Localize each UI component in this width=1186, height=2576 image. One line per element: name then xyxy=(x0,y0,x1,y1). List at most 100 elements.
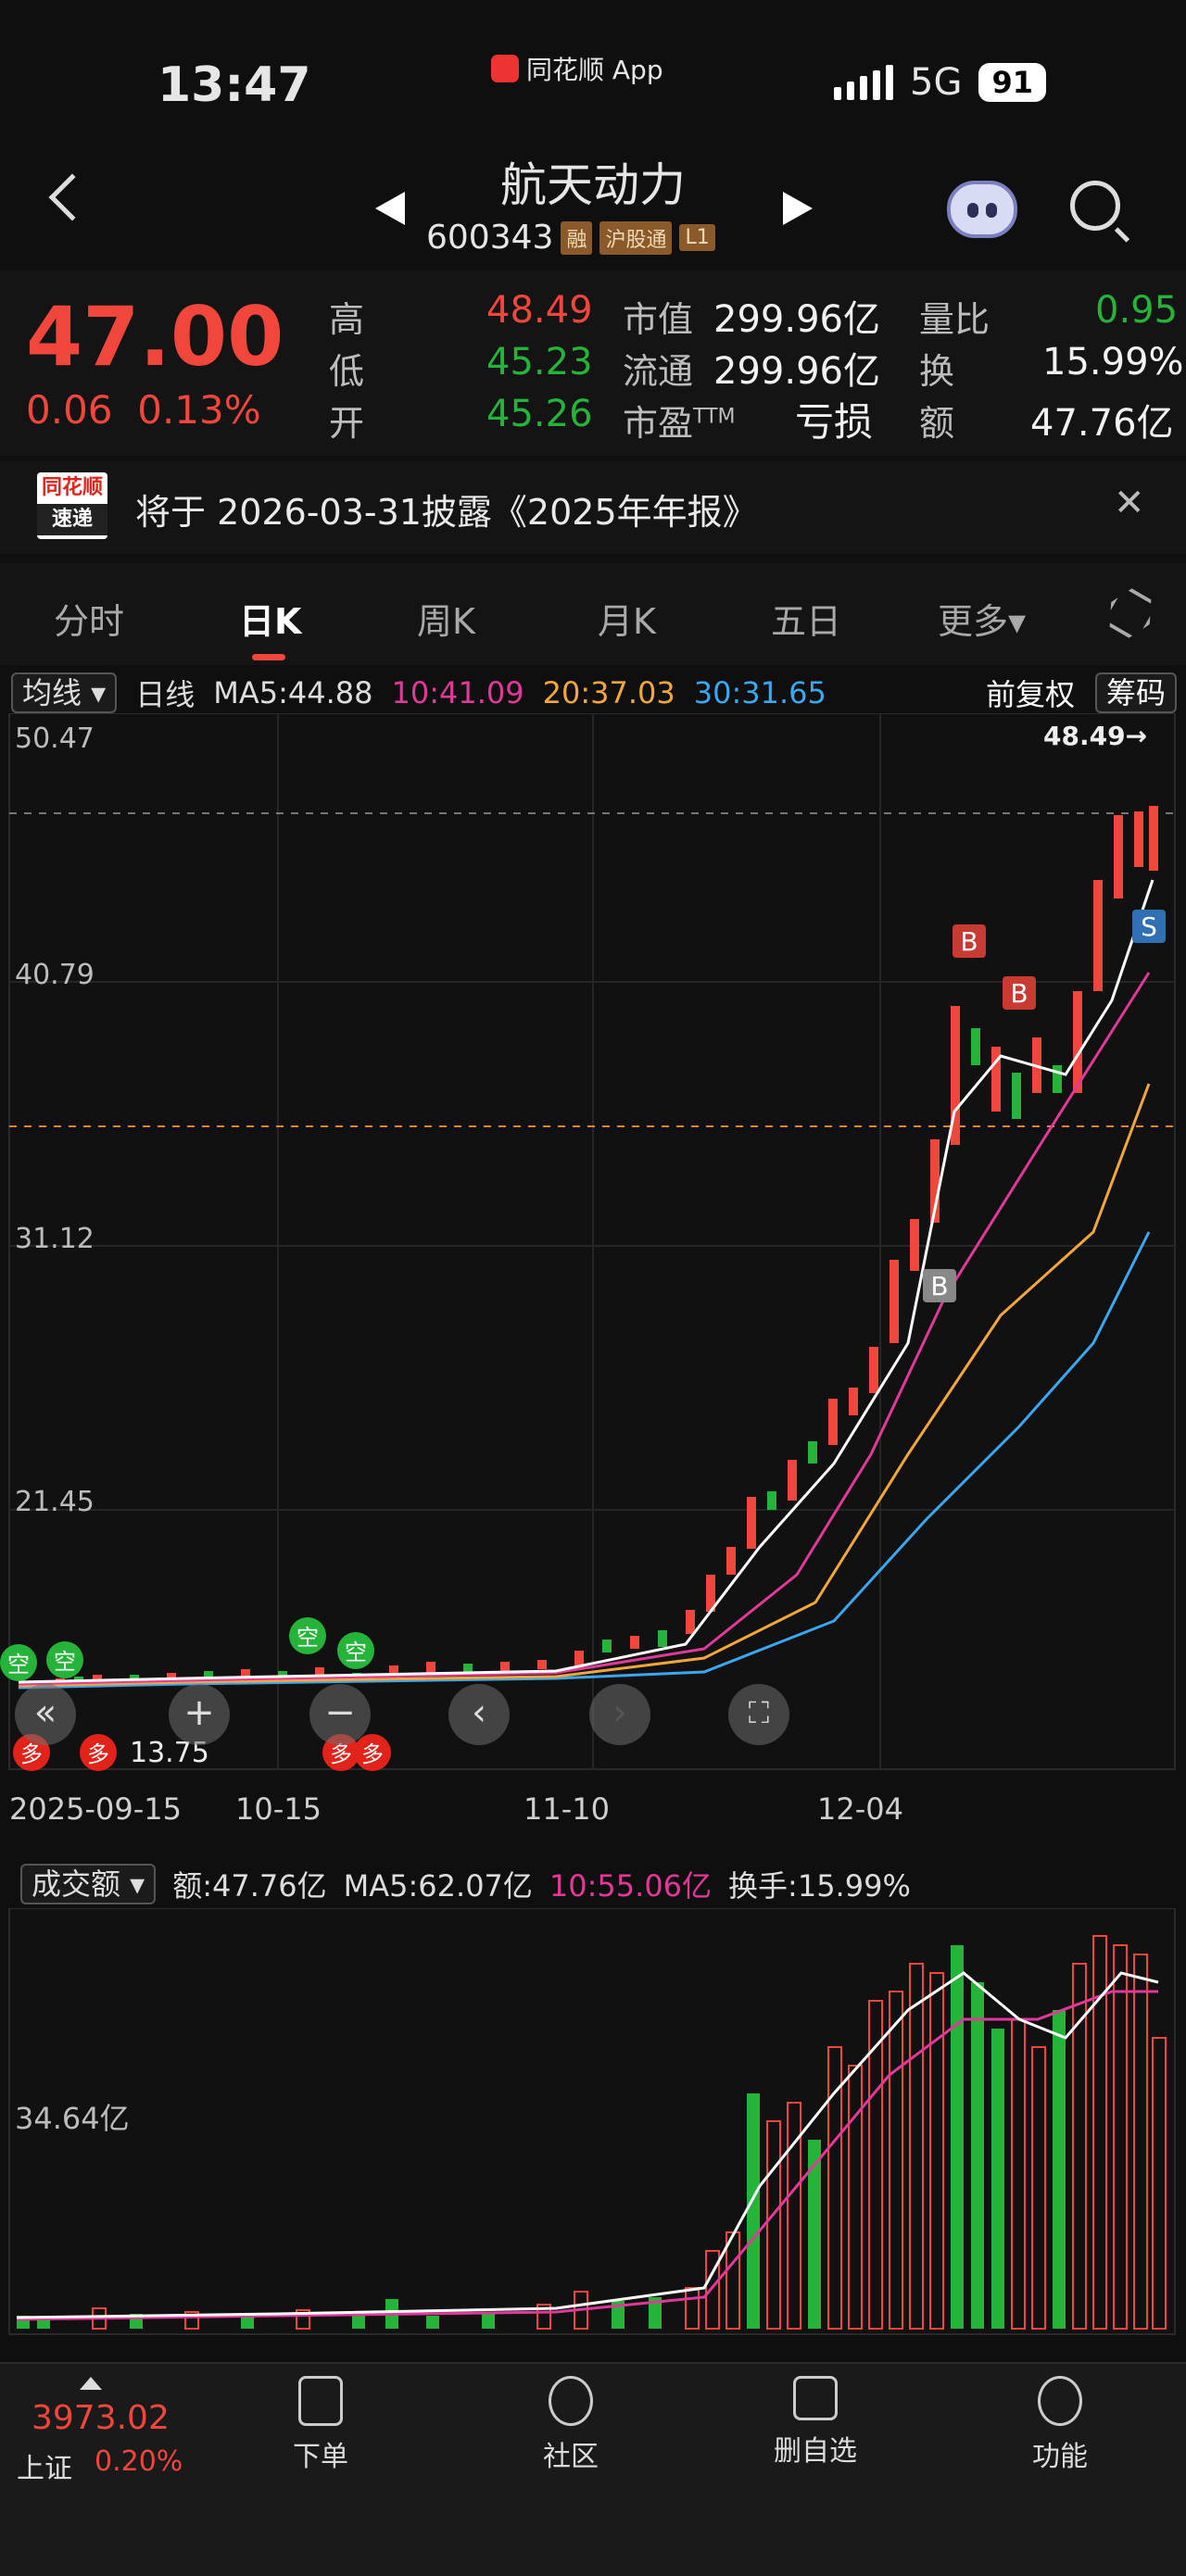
close-icon[interactable]: ✕ xyxy=(1114,482,1145,524)
tag-level: L1 xyxy=(679,224,715,251)
stock-code: 600343 xyxy=(426,219,554,257)
ma-selector[interactable]: 均线 ▾ xyxy=(11,672,118,713)
index-pct: 0.20% xyxy=(95,2445,183,2478)
svg-text:空: 空 xyxy=(296,1625,319,1651)
menu-icon xyxy=(1038,2376,1082,2426)
pe-label: 市盈TTM xyxy=(623,395,736,446)
x-label-1: 10-15 xyxy=(235,1791,322,1827)
status-app-name: 同花顺 App xyxy=(526,55,663,85)
chips-button[interactable]: 筹码 xyxy=(1094,672,1177,713)
nav-remove-watchlist[interactable]: 删自选 xyxy=(751,2376,880,2469)
buy-marker xyxy=(953,924,986,958)
price-axis-4: 21.45 xyxy=(15,1486,95,1518)
chart-tabs xyxy=(0,563,1186,665)
volume-legend: 成交额 ▾ 额:47.76亿 MA5:62.07亿 10:55.06亿 换手:1… xyxy=(0,1856,1186,1912)
scroll-left-fast-button[interactable]: « xyxy=(15,1684,76,1745)
volume-chart[interactable] xyxy=(0,1908,1186,2344)
amount-label: 额 xyxy=(919,403,955,444)
svg-text:空: 空 xyxy=(345,1640,367,1665)
nav-functions-label: 功能 xyxy=(1032,2441,1088,2473)
svg-text:多: 多 xyxy=(330,1741,352,1767)
notice-banner[interactable] xyxy=(0,461,1186,554)
prev-stock-icon[interactable] xyxy=(375,192,405,225)
nav-order-label: 下单 xyxy=(293,2441,348,2473)
tab-more[interactable]: 更多▾ xyxy=(938,601,1027,642)
turnover-label: 换 xyxy=(919,351,955,392)
mcap-label: 市值 xyxy=(623,299,694,340)
signal-icon xyxy=(834,65,893,100)
notice-logo-top: 同花顺 xyxy=(41,476,103,499)
vr-label: 量比 xyxy=(919,299,990,340)
pe-value: 亏损 xyxy=(795,399,874,445)
nav-order[interactable]: 下单 xyxy=(256,2376,385,2474)
ma10-value: 10:41.09 xyxy=(391,675,524,710)
notice-logo-bottom: 速递 xyxy=(37,504,107,535)
tab-monthly-k[interactable]: 月K xyxy=(598,601,656,642)
ma20-value: 20:37.03 xyxy=(542,675,675,710)
pe-ttm: TTM xyxy=(693,405,736,429)
tag-margin: 融 xyxy=(561,220,593,255)
pe-label-text: 市盈 xyxy=(623,403,694,444)
community-star-icon xyxy=(549,2376,593,2426)
fullscreen-button[interactable]: ⛶ xyxy=(728,1684,789,1745)
kline-chart[interactable]: B B B S 空 空 空 空 多 多 多 多 xyxy=(0,713,1186,1806)
index-value[interactable]: 3973.02 xyxy=(32,2399,170,2437)
price-axis-2: 40.79 xyxy=(15,959,95,991)
svg-text:多: 多 xyxy=(87,1741,109,1767)
buy-marker-2 xyxy=(1003,976,1036,1010)
scroll-left-button[interactable]: ‹ xyxy=(448,1684,510,1745)
low-value: 45.23 xyxy=(486,341,593,383)
svg-text:空: 空 xyxy=(54,1649,76,1675)
ma-period: 日线 xyxy=(135,677,196,712)
x-label-2: 11-10 xyxy=(524,1791,610,1827)
scroll-right-button[interactable]: › xyxy=(589,1684,650,1745)
tab-weekly-k[interactable]: 周K xyxy=(417,601,475,642)
buy-marker-text: B xyxy=(960,926,978,957)
volume-turnover: 换手:15.99% xyxy=(728,1868,911,1904)
last-price: 47.00 xyxy=(26,289,284,384)
buy-marker-2-text: B xyxy=(1010,978,1028,1009)
open-value: 45.26 xyxy=(486,393,593,435)
nav-community[interactable]: 社区 xyxy=(506,2376,636,2474)
nav-remove-label: 删自选 xyxy=(774,2435,857,2468)
nav-community-label: 社区 xyxy=(543,2441,599,2473)
volume-ma-lines xyxy=(16,1971,1159,2321)
search-icon[interactable] xyxy=(1070,181,1120,231)
stock-code-row: 600343 融 沪股通 L1 xyxy=(426,219,715,257)
low-label: 低 xyxy=(329,351,365,392)
tab-five-day[interactable]: 五日 xyxy=(771,601,842,642)
status-app: 同花顺 App xyxy=(491,50,663,87)
tab-daily-k[interactable]: 日K xyxy=(239,601,302,642)
battery-level: 91 xyxy=(978,63,1046,102)
ai-assistant-icon[interactable] xyxy=(947,181,1017,238)
price-axis-top: 50.47 xyxy=(15,723,95,755)
volume-bars xyxy=(17,1935,1167,2330)
ma30-value: 30:31.65 xyxy=(693,675,826,710)
volume-ma5: MA5:62.07亿 xyxy=(343,1868,533,1904)
remove-watchlist-icon xyxy=(793,2376,838,2420)
vr-value: 0.95 xyxy=(1095,289,1179,332)
tab-timeshare[interactable]: 分时 xyxy=(54,601,125,642)
ma5-value: MA5:44.88 xyxy=(213,675,373,710)
next-stock-icon[interactable] xyxy=(783,192,813,225)
adjust-mode[interactable]: 前复权 xyxy=(985,677,1075,712)
svg-text:空: 空 xyxy=(7,1652,30,1678)
zoom-in-button[interactable]: + xyxy=(169,1684,230,1745)
high-label: 高 xyxy=(329,299,365,340)
ma-legend: 均线 ▾ 日线 MA5:44.88 10:41.09 20:37.03 30:3… xyxy=(0,669,1186,717)
open-label: 开 xyxy=(329,403,365,444)
volume-selector[interactable]: 成交额 ▾ xyxy=(20,1864,157,1904)
nav-functions[interactable]: 功能 xyxy=(995,2376,1125,2474)
float-value: 299.96亿 xyxy=(713,350,880,393)
active-tab-indicator xyxy=(252,654,285,660)
notice-text[interactable]: 将于 2026-03-31披露《2025年年报》 xyxy=(135,492,758,533)
price-axis-3: 31.12 xyxy=(15,1223,95,1255)
stock-name: 航天动力 xyxy=(500,158,686,212)
buy-marker-3-text: B xyxy=(930,1271,948,1301)
change-value: 0.06 xyxy=(26,387,113,433)
index-up-icon xyxy=(80,2377,102,2390)
quote-panel xyxy=(0,270,1186,456)
float-label: 流通 xyxy=(623,351,694,392)
high-value: 48.49 xyxy=(486,289,593,332)
zoom-out-button[interactable]: − xyxy=(309,1684,371,1745)
